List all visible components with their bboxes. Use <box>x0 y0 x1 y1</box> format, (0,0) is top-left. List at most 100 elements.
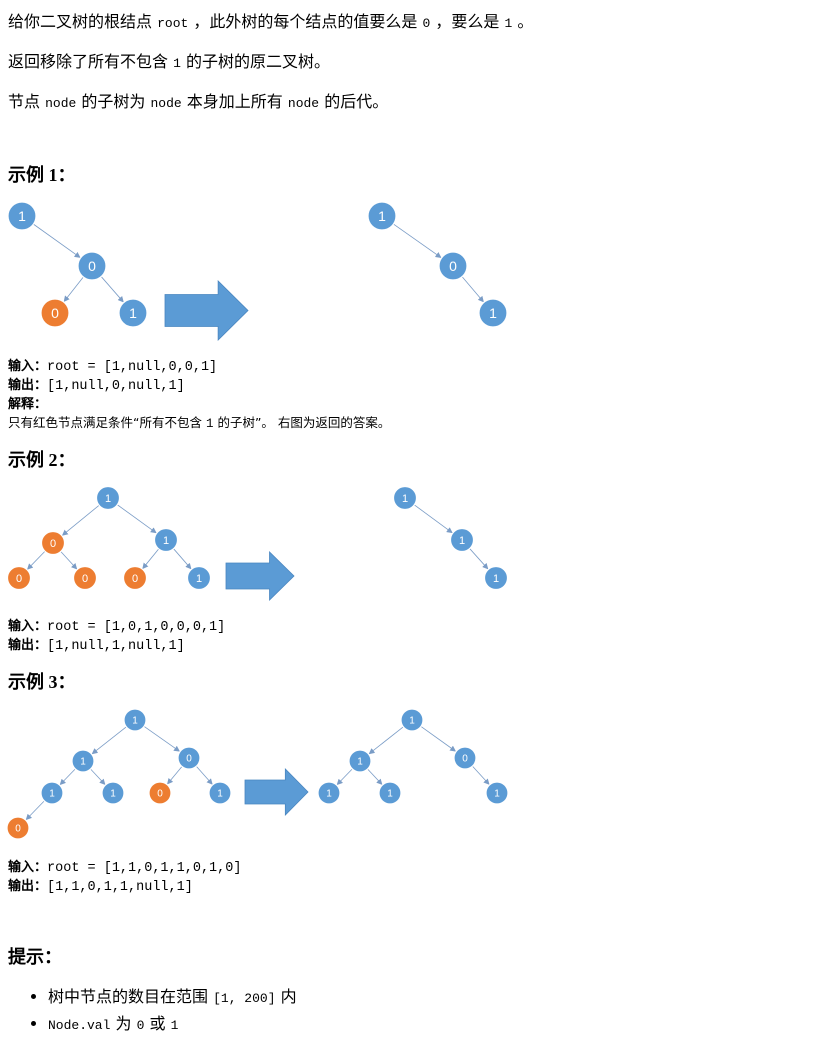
inline-code: 1 <box>205 417 214 431</box>
input-tree-edge <box>90 768 106 785</box>
input-tree-node-label: 1 <box>105 493 111 505</box>
input-tree-node: 1 <box>186 565 212 591</box>
output-tree-node: 1 <box>485 781 509 805</box>
hint-text: 或 <box>144 1014 171 1033</box>
output-value: [1,null,1,null,1] <box>47 639 185 654</box>
input-tree-node-label: 1 <box>49 789 55 800</box>
example-2-output: 输出：[1,null,1,null,1] <box>8 636 185 656</box>
input-label: 输入： <box>8 860 48 875</box>
output-tree-edge <box>393 223 442 258</box>
input-tree-node-label: 1 <box>163 535 169 547</box>
inline-code: node <box>45 96 77 111</box>
output-tree-node-label: 1 <box>402 493 408 505</box>
inline-code: node <box>287 96 320 111</box>
input-tree-node-label: 0 <box>88 258 96 274</box>
output-tree-edge <box>461 276 484 303</box>
hint-text: 内 <box>275 987 297 1006</box>
example-3-output: 输出：[1,1,0,1,1,null,1] <box>8 877 193 897</box>
input-tree-node-label: 1 <box>110 789 116 800</box>
output-tree-node-label: 1 <box>489 305 497 321</box>
input-tree-edge <box>25 800 45 821</box>
input-tree-edge <box>61 504 100 536</box>
input-tree-edge <box>167 766 183 785</box>
input-value: root = [1,0,1,0,0,0,1] <box>47 620 226 635</box>
input-tree-edge <box>117 504 157 534</box>
output-label: 输出： <box>8 879 48 894</box>
hint-text: 树中节点的数目在范围 <box>48 987 214 1006</box>
transform-arrow-icon <box>225 551 295 601</box>
example-2-input: 输入：root = [1,0,1,0,0,0,1] <box>8 617 225 637</box>
intro-text: 的子树的原二叉树。 <box>180 52 330 71</box>
explanation-text: 只有红色节点满足条件“所有不包含 <box>8 415 206 430</box>
output-tree-node-label: 1 <box>494 789 500 800</box>
example-3-input: 输入：root = [1,1,0,1,1,0,1,0] <box>8 858 241 878</box>
input-tree-node: 0 <box>72 565 98 591</box>
input-tree-edge <box>100 276 124 303</box>
output-tree-node: 1 <box>392 485 418 511</box>
example-2-heading: 示例 2： <box>8 450 76 470</box>
input-tree-node: 1 <box>95 485 121 511</box>
inline-code: 0 <box>422 16 431 31</box>
input-tree-node: 1 <box>118 298 148 328</box>
output-tree-edge <box>472 765 490 785</box>
intro-text: 的后代。 <box>319 92 389 111</box>
output-tree-node-label: 1 <box>378 208 386 224</box>
input-tree-node: 1 <box>40 781 64 805</box>
output-tree-node: 0 <box>438 251 468 281</box>
input-tree-node: 1 <box>123 708 147 732</box>
input-tree-node: 0 <box>77 251 107 281</box>
transform-arrow-icon <box>244 768 309 816</box>
intro-line-3: 节点 node 的子树为 node 本身加上所有 node 的后代。 <box>8 92 388 114</box>
input-tree-node-label: 1 <box>129 305 137 321</box>
input-tree-node-label: 0 <box>51 305 59 321</box>
output-tree-node-label: 1 <box>326 789 332 800</box>
input-tree-node: 1 <box>7 201 37 231</box>
example-1-input: 输入：root = [1,null,0,0,1] <box>8 357 217 377</box>
output-tree-edge <box>469 548 489 570</box>
output-tree-node: 1 <box>317 781 341 805</box>
input-tree-edge <box>60 551 78 570</box>
output-tree-edge <box>414 504 453 534</box>
input-tree-edge <box>142 548 160 570</box>
hint-item: 树中节点的数目在范围 [1, 200] 内 <box>48 984 297 1011</box>
output-value: [1,null,0,null,1] <box>47 379 185 394</box>
output-tree-edge <box>367 768 383 785</box>
intro-text: 节点 <box>8 92 46 111</box>
input-tree-node: 0 <box>6 816 30 840</box>
example-1-explanation-label: 解释： <box>8 395 47 414</box>
input-tree-edge <box>63 276 84 302</box>
input-tree-node: 0 <box>40 298 70 328</box>
inline-code: node <box>150 96 182 111</box>
input-value: root = [1,null,0,0,1] <box>47 360 218 375</box>
example-1-heading: 示例 1： <box>8 165 76 185</box>
intro-line-1: 给你二叉树的根结点 root ，此外树的每个结点的值要么是 0 ，要么是 1 。 <box>8 12 533 34</box>
output-tree-node: 0 <box>453 746 477 770</box>
input-value: root = [1,1,0,1,1,0,1,0] <box>47 861 242 876</box>
output-tree-node-label: 0 <box>462 754 468 765</box>
input-tree-node: 1 <box>71 749 95 773</box>
input-tree-node-label: 0 <box>16 573 22 585</box>
input-tree-node: 0 <box>122 565 148 591</box>
input-tree-node-label: 0 <box>82 573 88 585</box>
output-label: 输出： <box>8 638 48 653</box>
inline-code: 1 <box>173 56 181 71</box>
output-tree-edge <box>420 726 457 752</box>
output-tree-node-label: 1 <box>357 757 363 768</box>
intro-text: 给你二叉树的根结点 <box>8 12 158 31</box>
input-tree-edge <box>27 550 46 570</box>
example-1-explanation: 只有红色节点满足条件“所有不包含 1 的子树”。 右图为返回的答案。 <box>8 414 390 433</box>
output-tree-node-label: 1 <box>409 716 415 727</box>
input-tree-edge <box>143 726 181 752</box>
explanation-text: 的子树”。 右图为返回的答案。 <box>213 415 391 430</box>
intro-text: 。 <box>512 12 534 31</box>
input-tree-node: 0 <box>6 565 32 591</box>
input-tree-edge <box>173 548 192 570</box>
input-tree-edge <box>59 768 76 786</box>
input-tree-node: 1 <box>153 527 179 553</box>
intro-text: 返回移除了所有不包含 <box>8 52 174 71</box>
example-2-diagram: 1 0 1 0 0 0 1 1 1 1 <box>6 485 509 601</box>
explanation-label: 解释： <box>8 397 48 412</box>
input-tree-node-label: 0 <box>186 754 192 765</box>
input-tree-node-label: 1 <box>132 716 138 727</box>
input-tree-node-label: 1 <box>217 789 223 800</box>
